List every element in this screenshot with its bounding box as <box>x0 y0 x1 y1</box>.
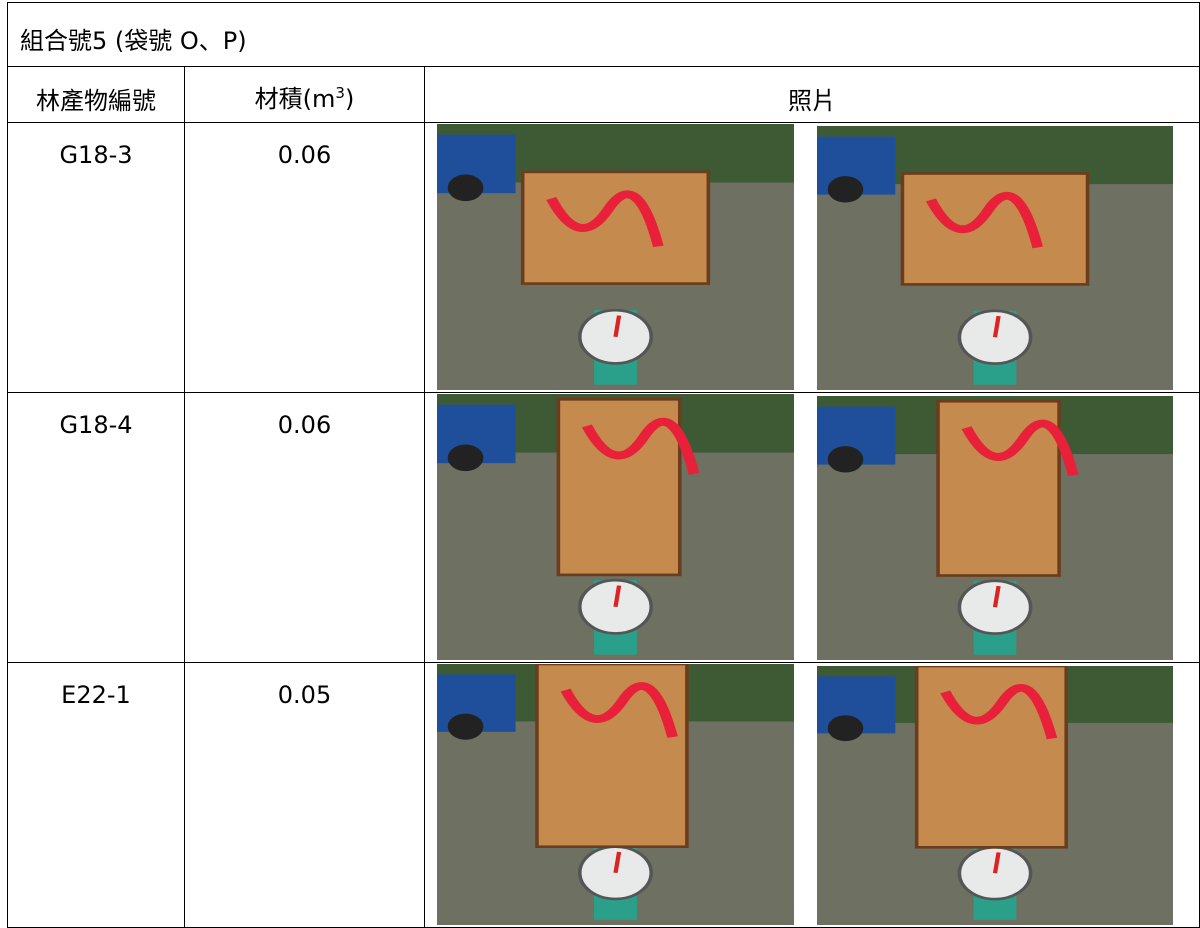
photo <box>817 666 1173 925</box>
photo-shape <box>560 682 678 738</box>
photo-shape <box>827 176 864 203</box>
id-cell: G18-4 <box>7 392 185 663</box>
photo-shape <box>957 309 1033 365</box>
photo-shape <box>578 578 653 635</box>
photo <box>437 664 794 925</box>
table-title: 組合號5 (袋號 O、P) <box>20 27 247 55</box>
photo-shape <box>556 397 682 577</box>
photo <box>437 124 794 390</box>
volume-cell: 0.06 <box>184 392 425 663</box>
photo-shape <box>447 174 484 202</box>
volume-cell: 0.06 <box>184 122 425 393</box>
header-id: 林產物編號 <box>36 87 156 115</box>
id-cell: G18-3 <box>7 122 185 393</box>
photo-shape <box>827 715 864 742</box>
photo-shape <box>447 713 484 740</box>
photo-shape <box>925 191 1043 249</box>
photo-shape <box>961 419 1079 476</box>
header-volume-text: ) <box>344 85 355 113</box>
photo-shape <box>520 170 711 285</box>
photo-shape <box>957 579 1033 635</box>
photo-shape <box>578 845 653 901</box>
photo-shape <box>992 315 1001 338</box>
photo-shape <box>827 446 864 473</box>
photo-shape <box>936 399 1061 577</box>
header-volume-sup: 3 <box>335 84 345 102</box>
header-volume: 材積(m3) <box>255 79 355 122</box>
photo-shape <box>940 684 1058 740</box>
photo-shape <box>992 585 1001 608</box>
header-cell: 材積(m3) <box>184 66 425 123</box>
photo-shape <box>914 666 1068 849</box>
title-cell: 組合號5 (袋號 O、P) <box>7 2 1200 67</box>
photo-shape <box>447 444 484 472</box>
photo <box>437 394 794 660</box>
photo-shape <box>992 852 1001 874</box>
photo-shape <box>581 417 700 475</box>
photo-shape <box>613 851 622 873</box>
photo <box>817 396 1173 660</box>
photo-shape <box>535 664 689 849</box>
header-photo: 照片 <box>788 87 836 115</box>
photo <box>817 126 1173 390</box>
header-cell: 林產物編號 <box>7 66 185 123</box>
photo-shape <box>613 315 622 337</box>
header-volume-text: 材積(m <box>254 85 336 113</box>
photo-shape <box>613 585 622 607</box>
volume-cell: 0.05 <box>184 662 425 928</box>
photo-shape <box>900 172 1090 286</box>
header-cell: 照片 <box>424 66 1200 123</box>
photo-shape <box>546 190 664 248</box>
id-cell: E22-1 <box>7 662 185 928</box>
